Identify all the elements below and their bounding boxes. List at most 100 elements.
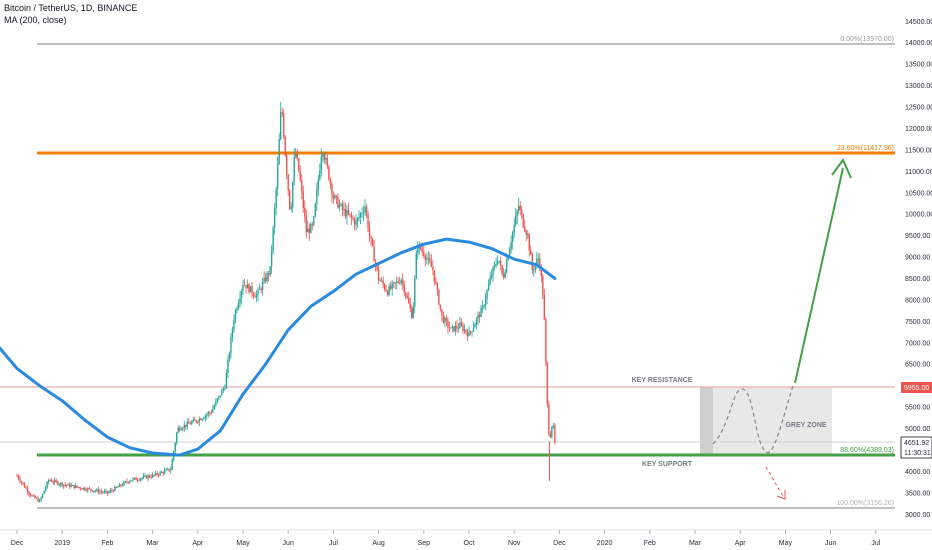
candle-body xyxy=(109,490,112,492)
key-resistance-label: KEY RESISTANCE xyxy=(632,377,693,384)
candle-body xyxy=(79,487,81,489)
ma-200-line[interactable] xyxy=(0,237,557,457)
candle-body xyxy=(433,270,436,282)
candle-body xyxy=(367,214,369,229)
candle-body xyxy=(41,493,44,498)
candle-body xyxy=(549,433,552,438)
candle-body xyxy=(88,488,91,490)
candle-body xyxy=(545,319,547,363)
candle-body xyxy=(444,317,446,323)
candle-body xyxy=(49,480,51,482)
candle-body xyxy=(228,353,231,360)
candle-body xyxy=(213,405,216,409)
candle-body xyxy=(236,308,238,311)
candle-body xyxy=(427,257,430,259)
candle-body xyxy=(350,214,353,218)
time-tick-label: Jun xyxy=(825,540,836,547)
candle-body xyxy=(195,420,197,422)
time-tick-label: Mar xyxy=(147,540,160,547)
candle-body xyxy=(126,481,128,483)
candle-body xyxy=(160,472,163,474)
candle-body xyxy=(468,331,470,337)
candle-body xyxy=(163,470,166,474)
candle-body xyxy=(148,475,151,478)
candle-body xyxy=(439,304,442,310)
candle-body xyxy=(192,419,194,422)
candle-body xyxy=(524,226,526,232)
candle-body xyxy=(257,289,259,296)
candle-body xyxy=(493,264,496,268)
price-tick-label: 12000.00 xyxy=(905,126,932,133)
candle-body xyxy=(498,260,500,263)
candle-body xyxy=(233,319,235,330)
candle-body xyxy=(281,112,283,114)
candle-body xyxy=(530,250,532,255)
candle-body xyxy=(206,414,208,416)
candle-body xyxy=(417,248,419,254)
candle-body xyxy=(316,189,318,204)
candle-body xyxy=(87,488,89,491)
candle-body xyxy=(139,478,142,480)
candle-body xyxy=(168,468,170,471)
candle-body xyxy=(157,474,160,476)
candle-body xyxy=(269,266,271,275)
candle-body xyxy=(114,486,116,491)
candle-body xyxy=(463,329,466,331)
candle-body xyxy=(124,481,127,483)
candle-body xyxy=(151,474,154,478)
time-tick-label: Mar xyxy=(689,540,702,547)
candle-body xyxy=(55,480,57,482)
candle-body xyxy=(332,194,335,199)
candle-body xyxy=(82,487,84,490)
price-tick-label: 3500.00 xyxy=(905,490,930,497)
candle-body xyxy=(454,325,457,332)
candle-body xyxy=(540,268,543,277)
candle-body xyxy=(260,288,262,290)
candle-body xyxy=(44,487,47,491)
candle-body xyxy=(310,224,312,234)
candle-body xyxy=(358,217,360,219)
candle-body xyxy=(533,269,535,271)
candle-body xyxy=(423,251,425,256)
candle-body xyxy=(322,154,324,157)
candle-body xyxy=(329,179,332,184)
price-tick-label: 12500.00 xyxy=(905,105,932,112)
candle-body xyxy=(374,261,377,265)
candle-body xyxy=(201,418,204,421)
candle-body xyxy=(171,459,173,470)
candle-body xyxy=(29,494,32,497)
candle-body xyxy=(521,209,523,215)
time-tick-label: May xyxy=(236,540,250,547)
candle-body xyxy=(123,481,125,486)
candle-body xyxy=(180,429,182,431)
candle-body xyxy=(100,491,103,493)
candle-body xyxy=(154,472,157,475)
candle-body xyxy=(219,395,222,397)
candle-body xyxy=(212,408,214,413)
candle-body xyxy=(371,238,374,246)
projection-dashed-path xyxy=(712,385,794,454)
candle-body xyxy=(515,215,517,225)
candle-body xyxy=(251,286,253,294)
candle-body xyxy=(20,481,23,483)
time-axis[interactable]: Dec 2019 Feb Mar Apr May Jun Jul Aug Sep Oct Nov Dec… xyxy=(11,530,881,547)
price-tick-label: 10500.00 xyxy=(905,190,932,197)
candle-body xyxy=(279,112,282,140)
svg-text:11:30:31: 11:30:31 xyxy=(904,450,931,457)
candle-body xyxy=(424,255,427,260)
candle-body xyxy=(105,490,107,492)
candle-body xyxy=(103,491,106,493)
candle-body xyxy=(386,291,389,296)
candle-body xyxy=(47,480,50,482)
candle-body xyxy=(438,289,440,305)
candle-body xyxy=(40,497,42,501)
candle-body xyxy=(313,216,315,225)
candle-body xyxy=(421,249,423,252)
candle-body xyxy=(373,245,375,262)
candle-body xyxy=(328,166,330,180)
candle-body xyxy=(284,136,286,156)
candle-body xyxy=(481,305,484,308)
